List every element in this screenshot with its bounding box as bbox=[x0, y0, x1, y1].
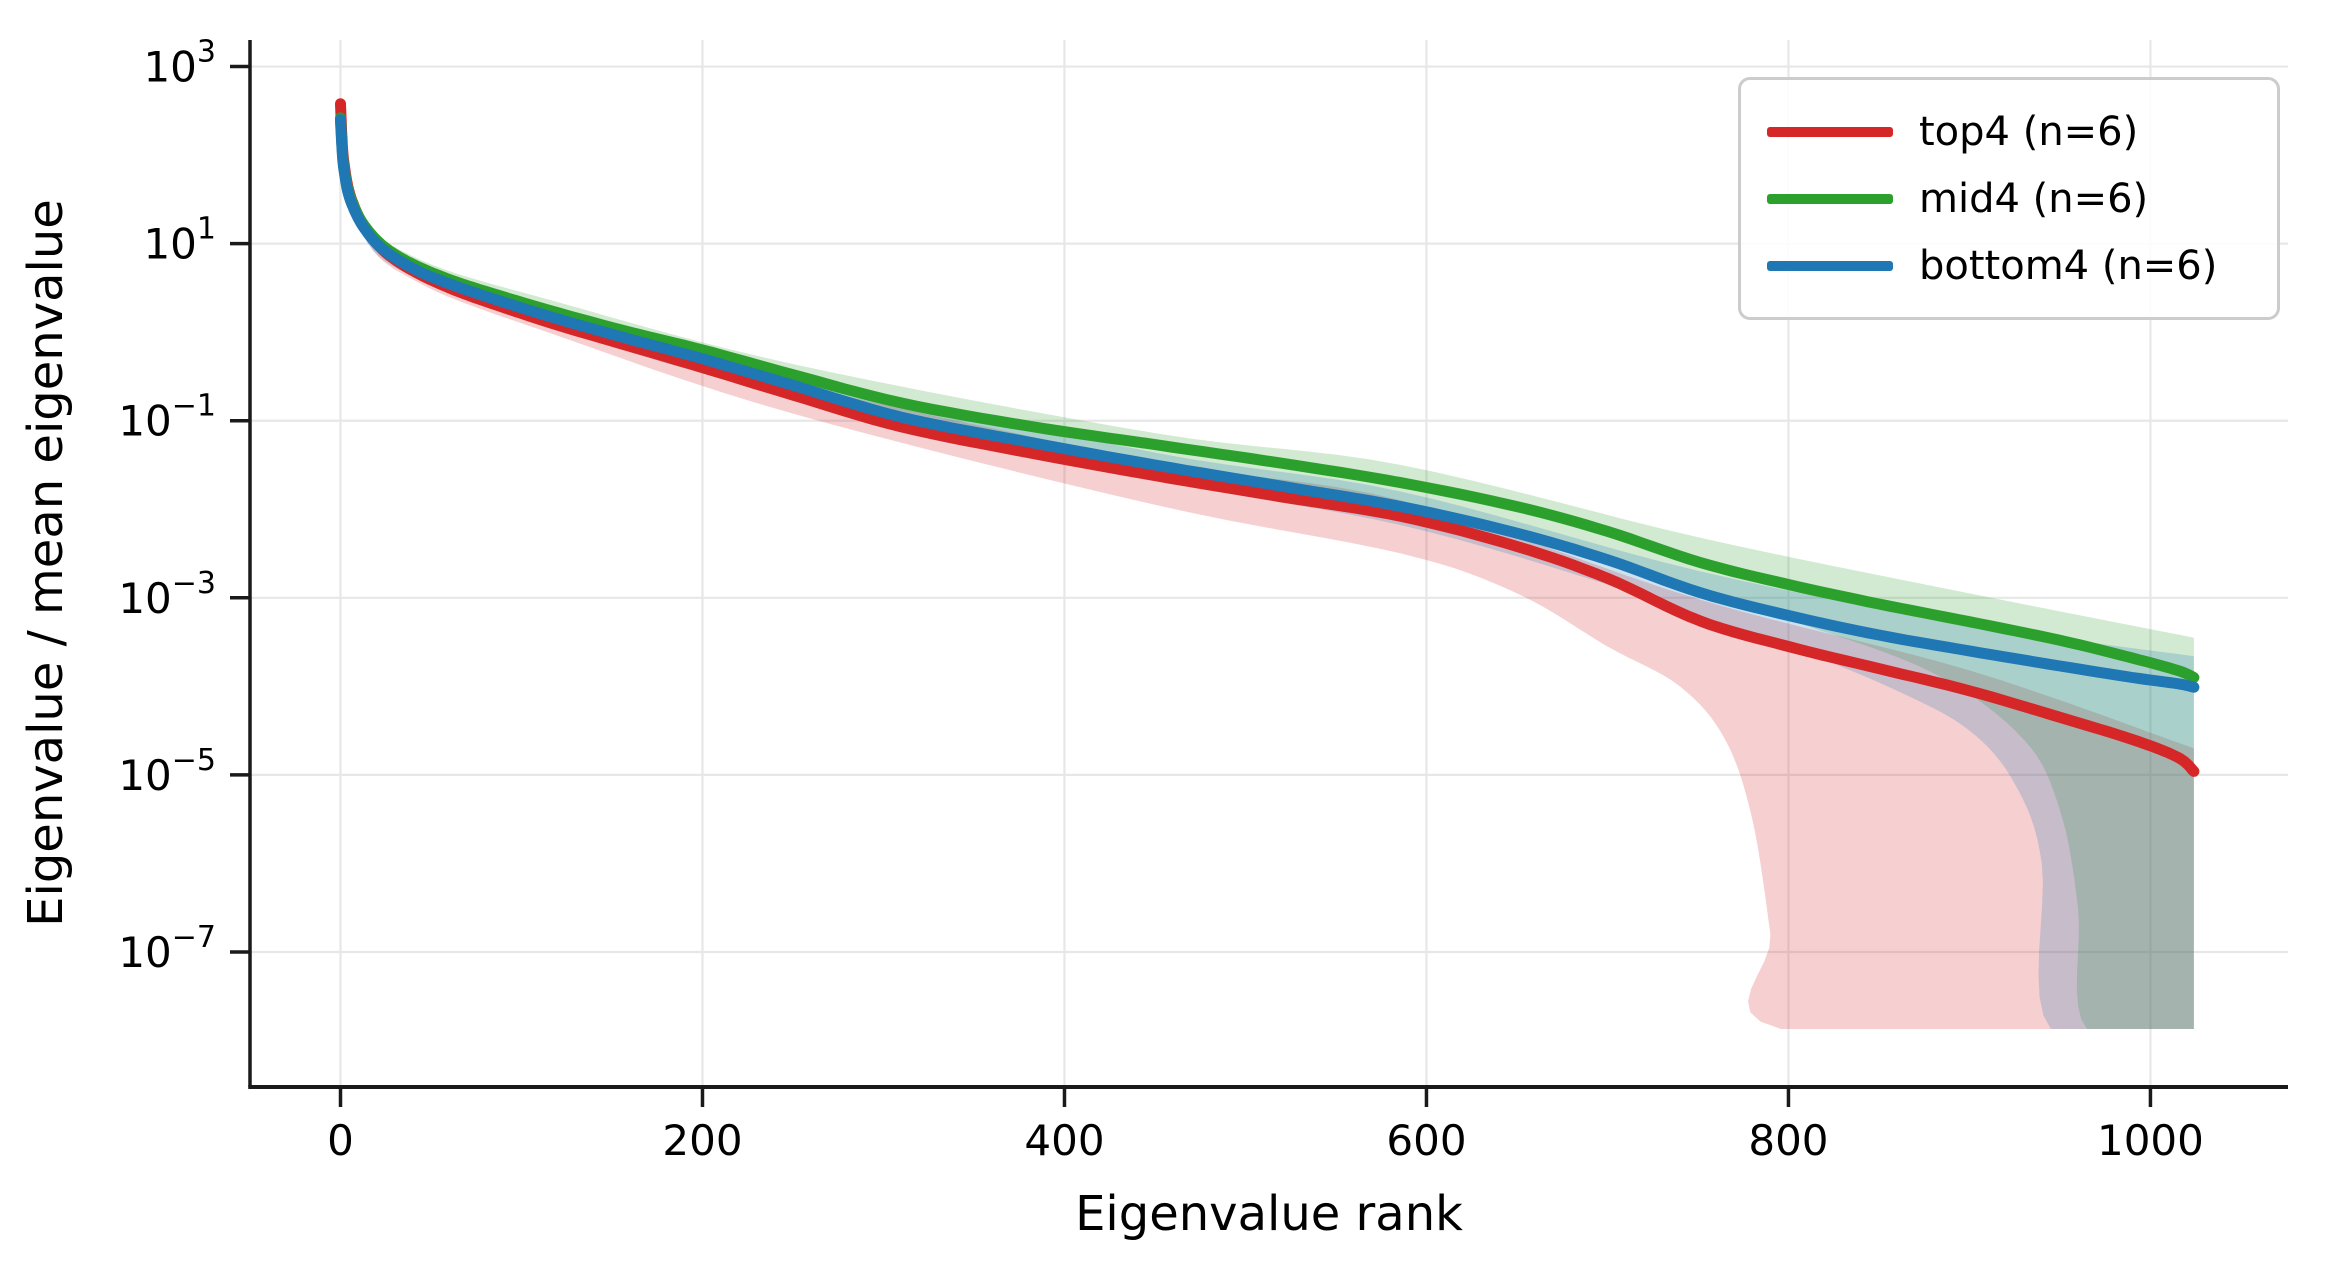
y-tick-label: 10−5 bbox=[118, 743, 216, 800]
legend-item-bottom4: bottom4 (n=6) bbox=[1767, 232, 2277, 299]
legend-line-sample-top4 bbox=[1767, 126, 1893, 137]
y-tick-label: 10−3 bbox=[118, 566, 216, 623]
x-tick-label: 600 bbox=[1386, 1116, 1466, 1165]
x-tick-label: 400 bbox=[1024, 1116, 1104, 1165]
legend: top4 (n=6) mid4 (n=6) bottom4 (n=6) bbox=[1738, 77, 2280, 320]
y-tick-label: 10−7 bbox=[118, 920, 216, 977]
x-tick-label: 0 bbox=[327, 1116, 354, 1165]
legend-label-bottom4: bottom4 (n=6) bbox=[1919, 242, 2218, 289]
x-tick-label: 800 bbox=[1748, 1116, 1828, 1165]
band-mid4 bbox=[340, 113, 2194, 1029]
x-tick-label: 1000 bbox=[2097, 1116, 2204, 1165]
legend-item-mid4: mid4 (n=6) bbox=[1767, 165, 2277, 232]
legend-item-top4: top4 (n=6) bbox=[1767, 98, 2277, 165]
legend-line-sample-mid4 bbox=[1767, 193, 1893, 204]
legend-label-mid4: mid4 (n=6) bbox=[1919, 175, 2149, 222]
legend-label-top4: top4 (n=6) bbox=[1919, 108, 2139, 155]
legend-line-sample-bottom4 bbox=[1767, 260, 1893, 271]
y-tick-label: 103 bbox=[143, 35, 216, 92]
band-top4 bbox=[340, 98, 2194, 1029]
y-tick-label: 10−1 bbox=[118, 389, 216, 446]
line-bottom4 bbox=[335, 114, 2200, 693]
y-axis-label: Eigenvalue / mean eigenvalue bbox=[18, 199, 74, 927]
x-tick-label: 200 bbox=[662, 1116, 742, 1165]
y-tick-label: 101 bbox=[143, 212, 216, 269]
x-axis-label: Eigenvalue rank bbox=[1075, 1186, 1463, 1242]
